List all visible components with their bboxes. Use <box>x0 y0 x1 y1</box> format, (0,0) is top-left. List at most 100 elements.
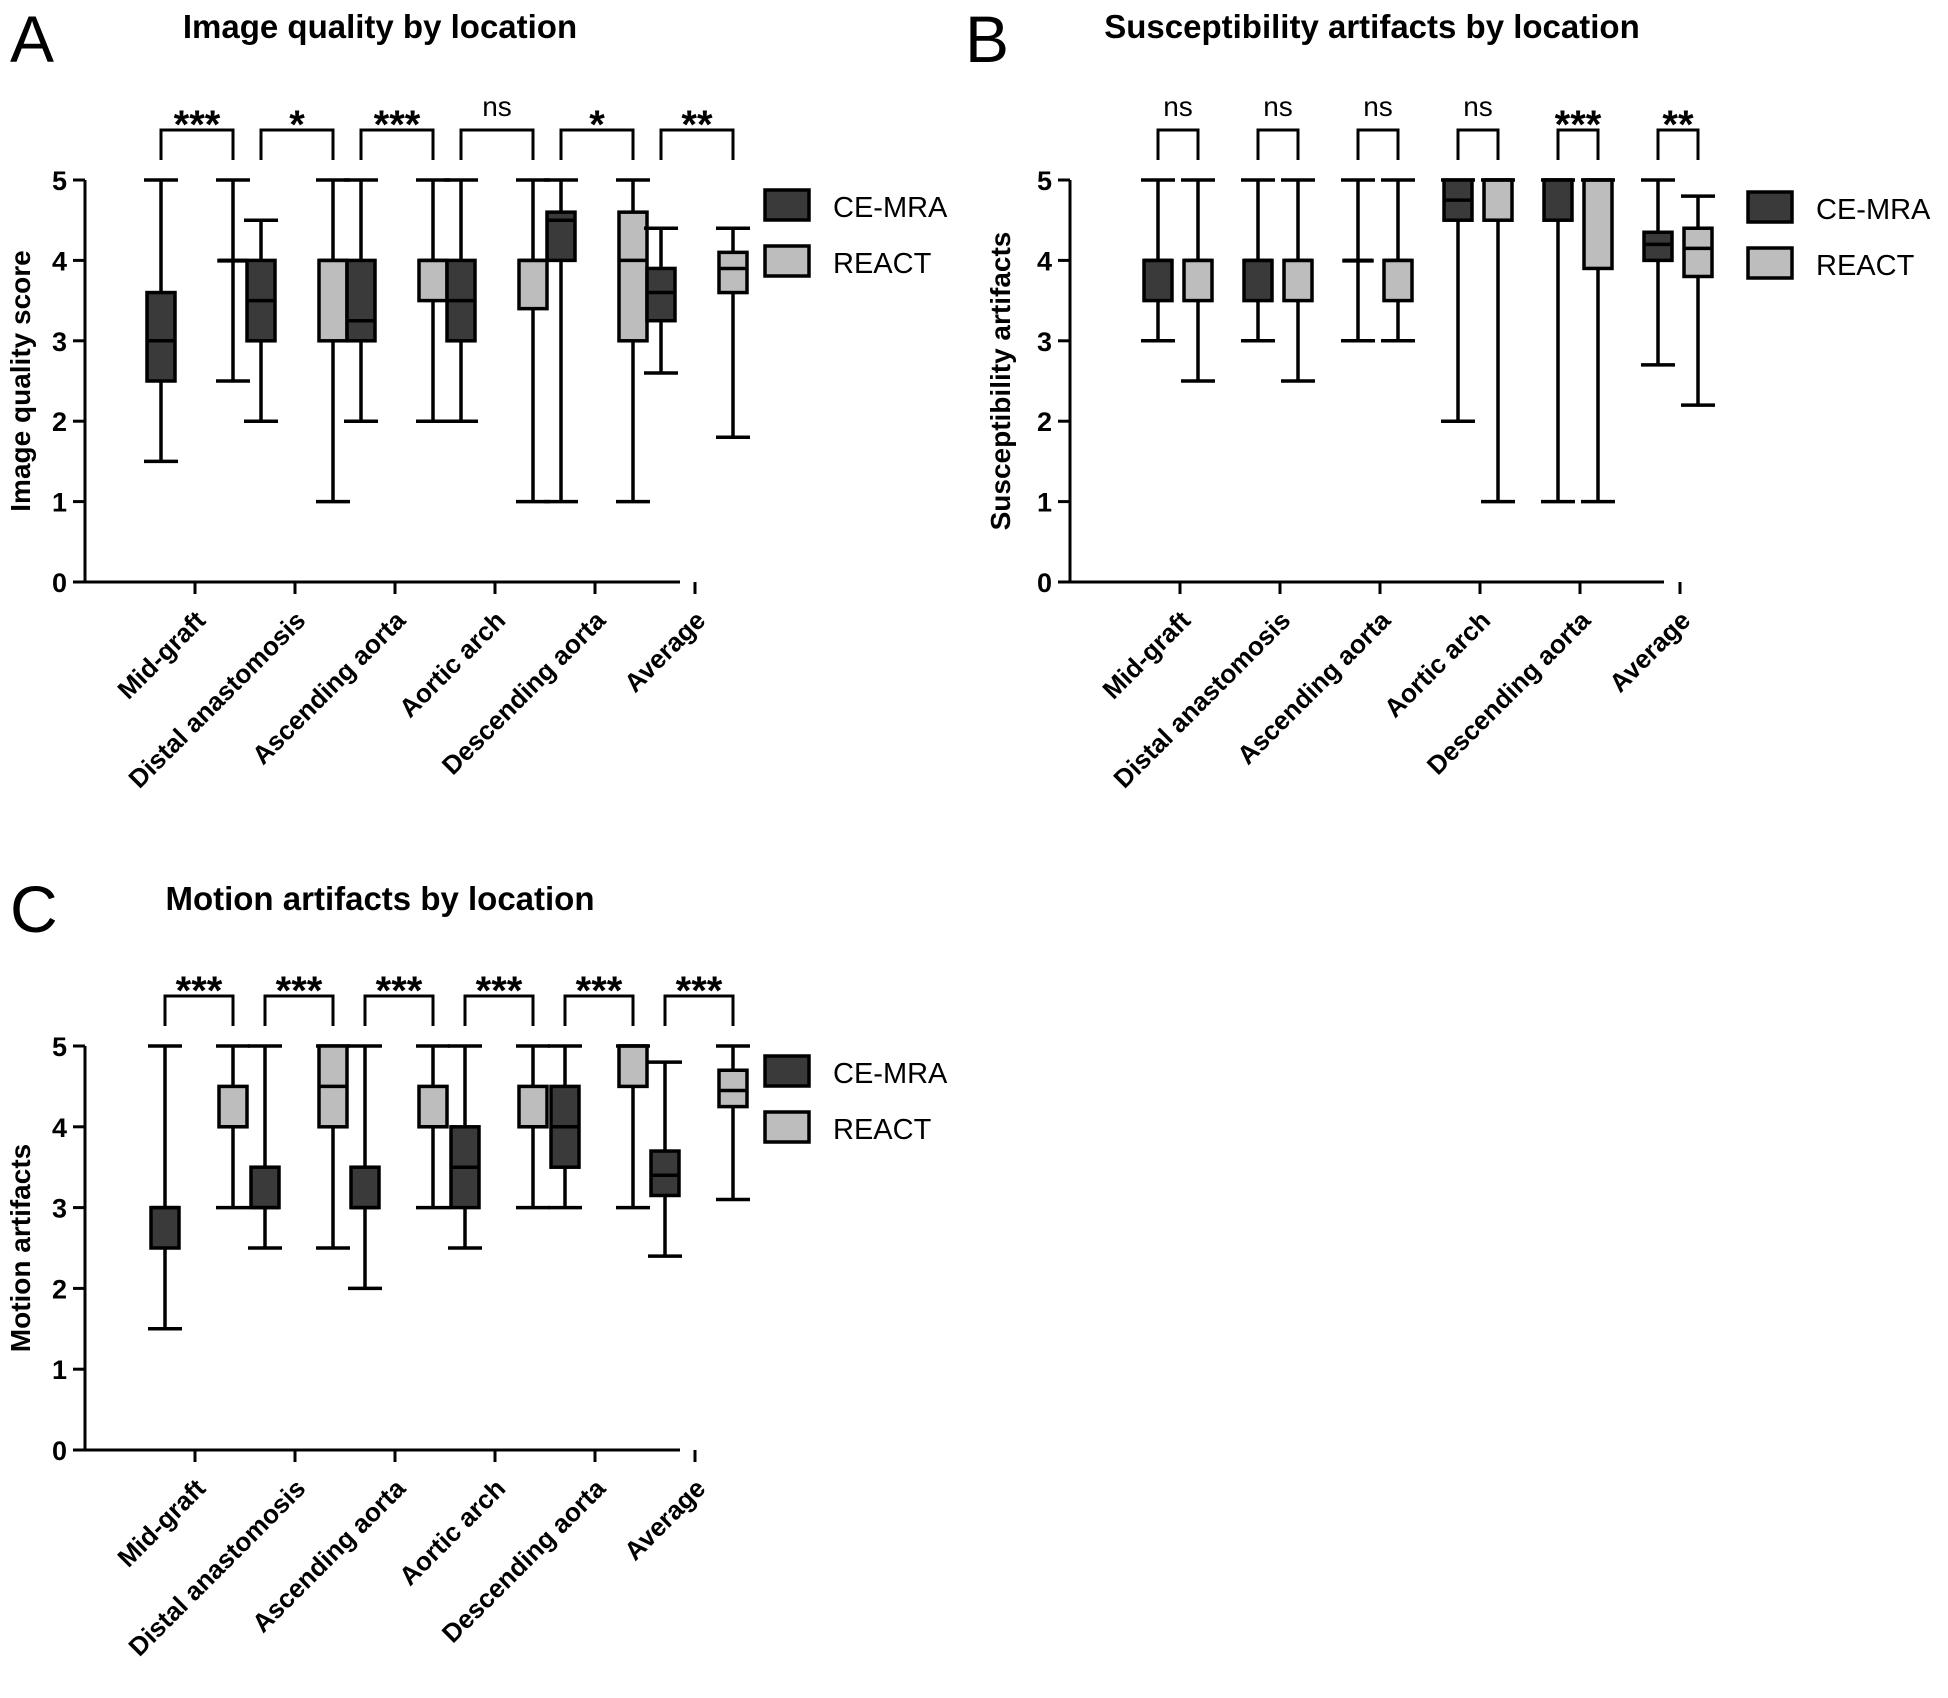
y-tick-label: 5 <box>52 166 67 196</box>
legend-label-ce-mra: CE-MRA <box>833 1058 948 1090</box>
box-ce-mra <box>648 1060 682 1258</box>
box-react <box>1181 178 1215 383</box>
box-ce-mra <box>1641 178 1675 367</box>
box-iqr <box>1642 230 1674 263</box>
y-tick-label: 1 <box>52 1355 67 1385</box>
box-iqr <box>1682 226 1714 279</box>
y-axis-label: Susceptibility artifacts <box>985 232 1016 531</box>
legend-label-ce-mra: CE-MRA <box>833 192 948 224</box>
x-tick-label: Mid-graft <box>111 605 211 705</box>
panel-letter: A <box>10 2 54 76</box>
box-iqr <box>1282 258 1314 303</box>
box-ce-mra <box>348 1044 382 1291</box>
box-iqr <box>417 258 449 303</box>
x-tick-label: Distal anastomosis <box>122 1473 311 1662</box>
panel-letter: C <box>10 872 58 946</box>
significance-label: *** <box>374 103 421 147</box>
significance-label: ns <box>1263 91 1293 122</box>
box-iqr <box>1142 258 1174 303</box>
box-iqr <box>317 258 349 343</box>
significance-bracket <box>659 128 735 160</box>
box-iqr <box>517 258 549 311</box>
significance-label: *** <box>1555 103 1602 147</box>
box-react <box>616 1044 650 1210</box>
box-iqr <box>1182 258 1214 303</box>
legend-swatch-ce-mra <box>763 1054 811 1088</box>
box-iqr <box>345 258 377 343</box>
box-react <box>716 1044 750 1202</box>
y-tick-label: 2 <box>52 1274 67 1304</box>
x-tick-label: Mid-graft <box>111 1473 211 1573</box>
box-react <box>216 178 250 383</box>
box-ce-mra <box>548 1044 582 1210</box>
significance-bracket <box>663 994 735 1026</box>
box-react <box>416 178 450 423</box>
significance-label: *** <box>376 969 423 1013</box>
significance-label: * <box>589 103 605 147</box>
panel-b: B Susceptibility artifacts by location Sus… <box>965 2 1931 794</box>
y-tick-label: 4 <box>1037 246 1052 276</box>
y-tick-label: 3 <box>52 327 67 357</box>
legend-swatch-react <box>763 1110 811 1144</box>
box-iqr <box>1482 178 1514 222</box>
y-tick-label: 0 <box>1037 568 1052 598</box>
significance-label: *** <box>676 969 723 1013</box>
significance-label: ns <box>1163 91 1193 122</box>
chart-title: Susceptibility artifacts by location <box>1104 8 1639 45</box>
y-tick-label: 1 <box>52 488 67 518</box>
significance-label: ** <box>1662 103 1694 147</box>
y-tick-label: 5 <box>1037 166 1052 196</box>
x-tick-label: Descending aorta <box>1421 605 1597 781</box>
significance-bracket <box>1156 128 1200 160</box>
box-iqr <box>149 1205 181 1250</box>
box-iqr <box>145 290 177 383</box>
box-react <box>316 178 350 504</box>
y-tick-label: 0 <box>52 1436 67 1466</box>
significance-label: ns <box>482 91 512 122</box>
y-tick-label: 3 <box>1037 327 1052 357</box>
significance-bracket <box>559 128 635 160</box>
significance-bracket <box>1256 128 1300 160</box>
significance-label: *** <box>476 969 523 1013</box>
box-ce-mra <box>448 1044 482 1250</box>
box-iqr <box>417 1084 449 1129</box>
box-ce-mra <box>1441 178 1475 423</box>
box-ce-mra <box>444 178 478 423</box>
box-iqr <box>249 1165 281 1210</box>
significance-label: *** <box>576 969 623 1013</box>
box-ce-mra <box>1241 178 1275 343</box>
x-tick-label: Average <box>618 1473 711 1566</box>
x-tick-label: Descending aorta <box>436 605 612 781</box>
box-iqr <box>617 210 649 343</box>
box-ce-mra <box>1341 178 1375 343</box>
box-ce-mra <box>244 218 278 423</box>
significance-label: ** <box>681 103 713 147</box>
box-iqr <box>645 266 677 323</box>
box-ce-mra <box>1541 178 1575 504</box>
significance-bracket <box>1456 128 1500 160</box>
box-react <box>516 178 550 504</box>
legend-label-react: REACT <box>1816 250 1915 282</box>
significance-bracket <box>1356 128 1400 160</box>
legend-label-ce-mra: CE-MRA <box>1816 194 1931 226</box>
legend-label-react: REACT <box>833 1114 932 1146</box>
box-iqr <box>1542 178 1574 222</box>
legend-swatch-ce-mra <box>1746 190 1794 224</box>
y-axis-label: Motion artifacts <box>5 1144 36 1352</box>
significance-bracket <box>563 994 635 1026</box>
box-ce-mra <box>644 226 678 375</box>
significance-bracket <box>459 128 535 160</box>
y-tick-label: 2 <box>1037 407 1052 437</box>
box-iqr <box>349 1165 381 1210</box>
significance-bracket <box>359 128 435 160</box>
box-react <box>1681 194 1715 407</box>
y-tick-label: 3 <box>52 1194 67 1224</box>
box-iqr <box>517 1084 549 1129</box>
significance-bracket <box>1656 128 1700 160</box>
box-iqr <box>1582 178 1614 271</box>
legend-swatch-react <box>763 244 811 278</box>
x-tick-label: Average <box>618 605 711 698</box>
x-tick-label: Mid-graft <box>1096 605 1196 705</box>
significance-bracket <box>263 994 335 1026</box>
